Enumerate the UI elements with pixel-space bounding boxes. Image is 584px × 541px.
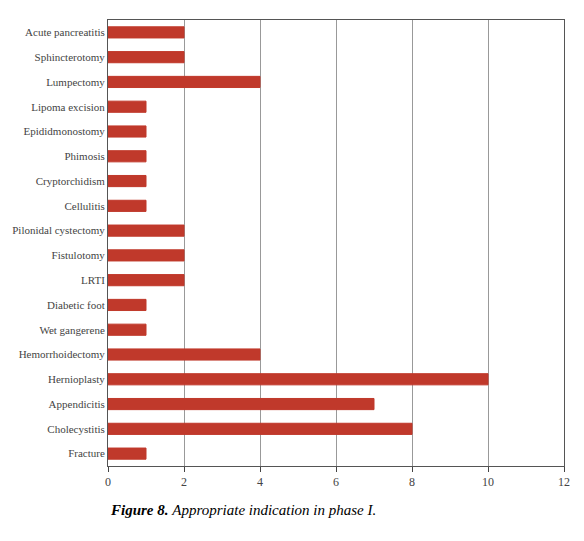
svg-text:Sphincterotomy: Sphincterotomy — [35, 51, 106, 63]
svg-text:6: 6 — [333, 475, 339, 489]
svg-text:Pilonidal cystectomy: Pilonidal cystectomy — [12, 224, 105, 236]
svg-text:Hernioplasty: Hernioplasty — [48, 373, 105, 385]
svg-text:Cryptorchidism: Cryptorchidism — [36, 175, 105, 187]
svg-text:Cellulitis: Cellulitis — [64, 200, 104, 212]
svg-text:Fistulotomy: Fistulotomy — [52, 249, 106, 261]
svg-text:2: 2 — [181, 475, 187, 489]
svg-text:Lipoma excision: Lipoma excision — [31, 101, 105, 113]
svg-text:Lumpectomy: Lumpectomy — [46, 76, 105, 88]
svg-text:Acute pancreatitis: Acute pancreatitis — [25, 26, 105, 38]
svg-text:Hemorrhoidectomy: Hemorrhoidectomy — [19, 348, 106, 360]
svg-text:4: 4 — [257, 475, 263, 489]
svg-text:Appendicitis: Appendicitis — [49, 398, 105, 410]
svg-text:Diabetic foot: Diabetic foot — [47, 299, 105, 311]
svg-text:10: 10 — [482, 475, 494, 489]
svg-text:0: 0 — [105, 475, 111, 489]
svg-text:Wet gangerene: Wet gangerene — [39, 324, 105, 336]
svg-text:Epididmonostomy: Epididmonostomy — [24, 125, 106, 137]
svg-text:Fracture: Fracture — [68, 447, 105, 459]
svg-text:12: 12 — [558, 475, 570, 489]
svg-text:LRTI: LRTI — [81, 274, 105, 286]
svg-text:Cholecystitis: Cholecystitis — [47, 423, 104, 435]
svg-text:8: 8 — [409, 475, 415, 489]
svg-text:Figure 8. Appropriate indicati: Figure 8. Appropriate indication in phas… — [110, 502, 376, 518]
svg-text:Phimosis: Phimosis — [64, 150, 104, 162]
